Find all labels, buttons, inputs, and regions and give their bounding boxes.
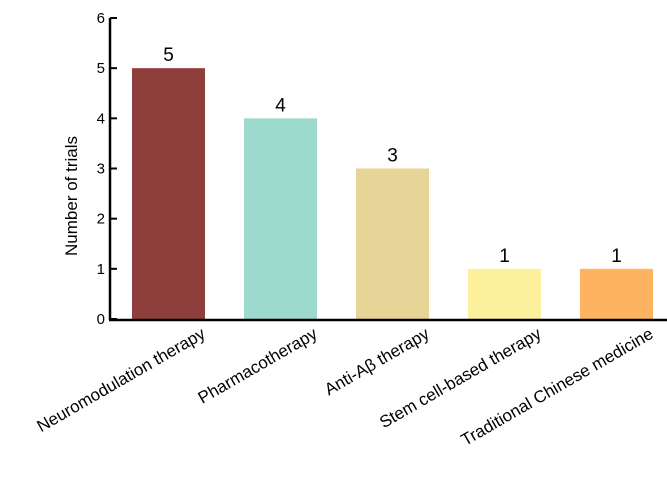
x-tick-label: Anti-Aβ therapy bbox=[321, 324, 433, 399]
bar-value-label: 5 bbox=[163, 45, 174, 66]
x-tick-label: Neuromodulation therapy bbox=[34, 324, 209, 436]
y-tick-label: 3 bbox=[97, 161, 105, 178]
bar bbox=[468, 268, 541, 319]
bar bbox=[356, 168, 429, 319]
bar-value-label: 1 bbox=[499, 246, 510, 267]
bar-value-label: 4 bbox=[275, 95, 286, 116]
y-tick-label: 0 bbox=[97, 311, 105, 328]
y-tick-label: 4 bbox=[97, 110, 105, 127]
bar bbox=[132, 68, 205, 320]
bar bbox=[244, 118, 317, 319]
y-tick-label: 6 bbox=[97, 10, 105, 27]
x-tick-label: Pharmacotherapy bbox=[195, 324, 321, 408]
y-tick-label: 5 bbox=[97, 60, 105, 77]
y-axis-title: Number of trials bbox=[62, 136, 81, 256]
y-tick-label: 1 bbox=[97, 261, 105, 278]
bar-value-label: 3 bbox=[387, 146, 398, 167]
bar bbox=[580, 268, 653, 319]
y-axis: 0 1 2 3 4 5 6 bbox=[97, 10, 117, 328]
x-tick-label: Traditional Chinese medicine bbox=[458, 324, 657, 450]
bars-group: 5 4 3 1 1 bbox=[132, 45, 653, 320]
bar-value-label: 1 bbox=[611, 246, 622, 267]
y-tick-label: 2 bbox=[97, 211, 105, 228]
